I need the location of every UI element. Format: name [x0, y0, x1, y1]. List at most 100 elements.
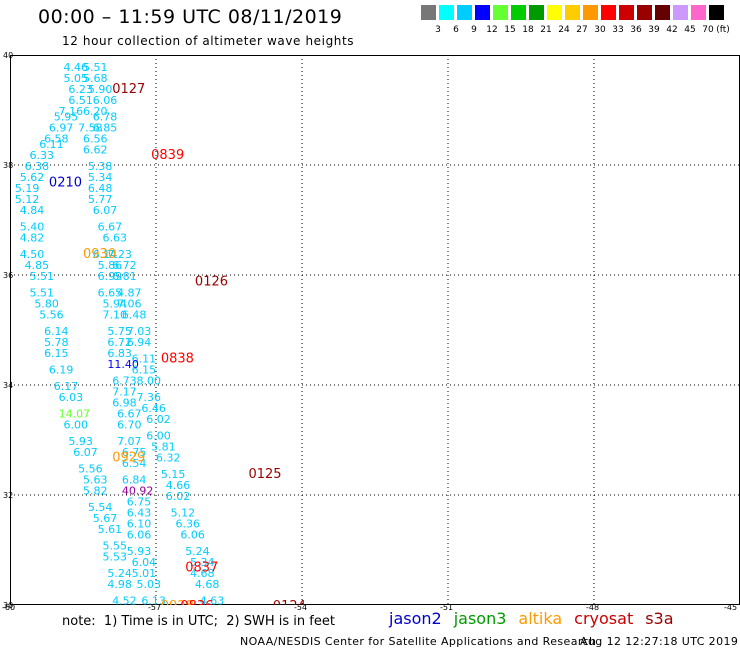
- scale-label: 3: [435, 25, 441, 35]
- pass-time-label: 0210: [49, 176, 82, 191]
- scale-swatch: [511, 5, 526, 20]
- satellite-legend-entry: jason3: [453, 609, 507, 628]
- chart-subtitle: 12 hour collection of altimeter wave hei…: [62, 34, 355, 48]
- scale-swatch: [601, 5, 616, 20]
- wave-height-value: 6.48: [88, 182, 113, 195]
- wave-height-value: 4.68: [190, 567, 215, 580]
- wave-height-value: 6.99: [98, 270, 123, 283]
- wave-height-value: 6.07: [73, 446, 98, 459]
- wave-height-value: 5.03: [137, 578, 162, 591]
- scale-swatch: [439, 5, 454, 20]
- scale-swatch: [709, 5, 724, 20]
- wave-height-value: 5.61: [98, 523, 123, 536]
- wave-height-value: 5.75: [107, 325, 132, 338]
- wave-height-value: 6.48: [122, 309, 147, 322]
- scale-swatch: [457, 5, 472, 20]
- pass-time-label: 0837: [185, 561, 218, 576]
- wave-height-value: 6.20: [83, 105, 108, 118]
- wave-height-value: 5.82: [83, 485, 108, 498]
- wave-height-value: 6.75: [127, 496, 152, 509]
- wave-height-value: 6.97: [49, 122, 74, 135]
- wave-height-value: 5.19: [15, 182, 40, 195]
- satellite-legend: jason2 jason3 altika cryosat s3a: [389, 609, 686, 628]
- longitude-tick-label: -45: [724, 603, 738, 612]
- latitude-tick-label: 30: [3, 601, 14, 610]
- wave-height-value: 4.63: [200, 595, 225, 606]
- wave-height-value: 5.24: [185, 545, 210, 558]
- longitude-tick-label: -48: [586, 603, 600, 612]
- wave-height-value: 6.81: [112, 270, 137, 283]
- scale-label: 33: [612, 25, 624, 35]
- wave-height-value: 6.75: [122, 446, 147, 459]
- wave-height-value: 5.55: [102, 540, 127, 553]
- wave-height-value: 6.72: [112, 259, 137, 272]
- latitude-tick-label: 32: [3, 491, 14, 500]
- footer-note: note: 1) Time is in UTC; 2) SWH is in fe…: [62, 614, 335, 629]
- wave-height-value: 5.51: [29, 287, 54, 300]
- wave-height-value: 5.90: [88, 83, 113, 96]
- wave-height-value: 5.15: [161, 468, 186, 481]
- longitude-tick-label: -60: [2, 603, 16, 612]
- wave-height-value: 6.06: [93, 94, 118, 107]
- scale-label: 24: [558, 25, 570, 35]
- scale-label: 18: [522, 25, 534, 35]
- wave-height-value: 7.23: [107, 248, 132, 261]
- scale-label: 42: [666, 25, 678, 35]
- satellite-legend-entry: jason2: [389, 609, 442, 628]
- longitude-tick-label: -57: [148, 603, 162, 612]
- wave-height-value: 4.98: [107, 578, 132, 591]
- wave-height-value: 6.02: [146, 413, 171, 426]
- wave-height-value: 6.94: [127, 336, 152, 349]
- wave-height-value: 6.15: [132, 364, 157, 377]
- wave-height-value: 8.00: [137, 375, 162, 388]
- scale-swatch: [493, 5, 508, 20]
- scale-label: 39: [648, 25, 660, 35]
- scale-label: 30: [594, 25, 606, 35]
- wave-height-value: 6.33: [29, 149, 54, 162]
- scale-label: 45: [684, 25, 696, 35]
- wave-height-value: 6.70: [117, 419, 142, 432]
- wave-height-value: 5.05: [64, 72, 89, 85]
- wave-height-value: 5.68: [83, 72, 108, 85]
- wave-height-value: 6.67: [98, 221, 123, 234]
- longitude-tick-label: -54: [294, 603, 308, 612]
- wave-height-value: 5.34: [190, 556, 215, 569]
- scale-swatch: [565, 5, 580, 20]
- wave-height-value: 6.11: [39, 138, 64, 151]
- wave-height-value: 14.07: [59, 408, 91, 421]
- wave-height-value: 4.84: [20, 204, 45, 217]
- footer-timestamp: Aug 12 12:27:18 UTC 2019: [580, 635, 739, 648]
- scale-label: 36: [630, 25, 642, 35]
- wave-height-value: 6.14: [93, 248, 118, 261]
- wave-height-value: 7.17: [112, 386, 137, 399]
- wave-height-value: 7.16: [59, 105, 84, 118]
- pass-time-label: 0836: [180, 599, 213, 605]
- wave-height-value: 6.83: [107, 347, 132, 360]
- pass-time-label: 0930: [83, 247, 116, 262]
- wave-height-value: 5.86: [98, 259, 123, 272]
- wave-height-value: 6.00: [146, 430, 171, 443]
- wave-height-value: 7.07: [117, 435, 142, 448]
- scale-label: 27: [576, 25, 588, 35]
- wave-height-value: 4.66: [166, 479, 191, 492]
- wave-height-value: 6.36: [175, 518, 200, 531]
- wave-height-value: 6.58: [44, 133, 69, 146]
- wave-height-value: 6.19: [49, 364, 74, 377]
- wave-height-value: 6.84: [122, 474, 147, 487]
- wave-height-value: 6.54: [122, 457, 147, 470]
- scale-label: 21: [540, 25, 552, 35]
- wave-height-value: 6.63: [102, 232, 127, 245]
- wave-height-value: 6.06: [127, 529, 152, 542]
- scale-label: 12: [486, 25, 498, 35]
- wave-height-value: 6.10: [127, 518, 152, 531]
- satellite-legend-entry: cryosat: [574, 609, 634, 628]
- wave-height-value: 5.77: [88, 193, 113, 206]
- wave-height-value: 7.03: [127, 325, 152, 338]
- scale-swatch: [637, 5, 652, 20]
- wave-height-value: 11.40: [107, 358, 139, 371]
- scale-swatch: [655, 5, 670, 20]
- wave-height-value: 4.87: [117, 287, 142, 300]
- wave-height-value: 5.38: [88, 160, 113, 173]
- wave-height-value: 6.51: [68, 94, 93, 107]
- scale-unit-label: (ft): [716, 25, 730, 35]
